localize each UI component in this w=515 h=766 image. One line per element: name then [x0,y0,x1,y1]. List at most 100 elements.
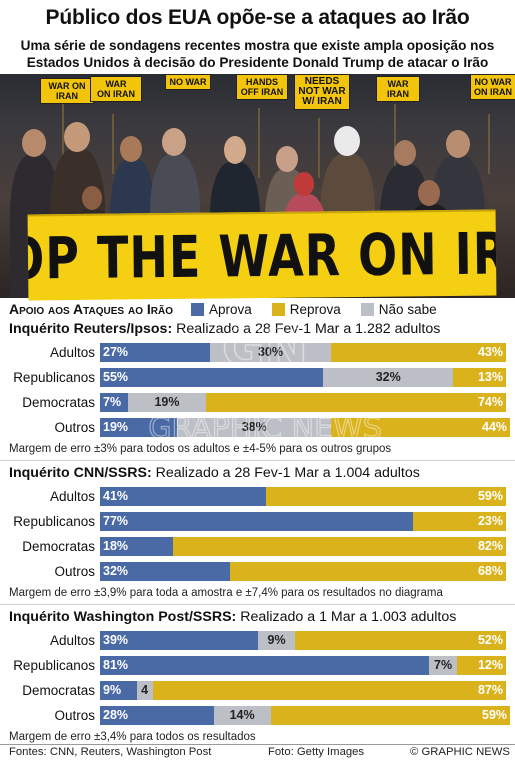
data-label: 9% [267,633,286,647]
data-label: 74% [477,395,503,409]
category-label: Democratas [22,683,95,698]
category-label: Outros [54,564,95,579]
bar-segment-approve: 77% [100,512,413,531]
bar-segment-approve: 81% [100,656,429,675]
legend-item-disapprove: Reprova [264,302,341,317]
bar-segment-dont-know: 32% [323,368,454,387]
bar-row: 9% 4 87% [100,681,506,700]
survey-title-washington-post: Inquérito Washington Post/SSRS: Realizad… [9,609,456,625]
survey-title-reuters: Inquérito Reuters/Ipsos: Realizado a 28 … [9,321,440,337]
legend-label-disapprove: Reprova [289,301,341,317]
bar-segment-dont-know: 7% [428,656,458,675]
divider [0,460,515,461]
legend-title: Apoio aos Ataques ao Irão [9,301,173,317]
bar-segment-approve: 19% [100,418,178,437]
bar-segment-disapprove: 59% [266,487,506,506]
protest-sign: NO WAR [165,74,211,90]
legend-item-dont-know: Não sabe [353,302,437,317]
bar-segment-disapprove: 74% [205,393,506,412]
bar-row: 39% 9% 52% [100,631,506,650]
bar-segment-approve: 32% [100,562,230,581]
bar-segment-disapprove: 52% [294,631,506,650]
protest-banner: STOP THE WAR ON IRAN [27,209,497,301]
category-label: Outros [54,420,95,435]
survey-details: Realizado a 28 Fev-1 Mar a 1.004 adultos [155,465,420,481]
note-reuters: Margem de erro ±3% para todos os adultos… [9,443,392,455]
footer-sources: Fontes: CNN, Reuters, Washington Post [9,746,212,758]
protest-sign: WAR IRAN [376,76,420,102]
bar-row: 28% 14% 59% [100,706,511,725]
legend-label-approve: Aprova [208,301,252,317]
survey-name: Inquérito Washington Post/SSRS: [9,609,237,625]
data-label: 27% [103,345,129,359]
data-label: 7% [434,658,453,672]
divider [0,604,515,605]
data-label: 19% [103,420,129,434]
data-label: 68% [477,564,503,578]
bar-segment-approve: 9% [100,681,137,700]
category-label: Outros [54,708,95,723]
data-label: 19% [154,395,180,409]
data-label: 52% [477,633,503,647]
footer-copyright: © GRAPHIC NEWS [410,746,510,758]
legend-swatch-disapprove [271,302,285,316]
survey-details: Realizado a 28 Fev-1 Mar a 1.282 adultos [176,321,441,337]
category-label: Adultos [49,633,95,648]
bar-segment-disapprove: 87% [152,681,506,700]
bar-segment-dont-know: 38% [177,418,332,437]
data-label: 38% [241,420,267,434]
data-label: 13% [477,370,503,384]
data-label: 59% [477,489,503,503]
data-label: 7% [103,395,122,409]
survey-name: Inquérito CNN/SSRS: [9,465,152,481]
bar-segment-dont-know: 4 [136,681,153,700]
data-label: 39% [103,633,129,647]
bar-segment-dont-know: 9% [258,631,295,650]
data-label: 59% [482,708,508,722]
bar-segment-approve: 7% [100,393,129,412]
bar-row: 77% 23% [100,512,506,531]
protest-sign: WAR ON IRAN [90,76,142,102]
data-label: 14% [229,708,255,722]
data-label: 43% [477,345,503,359]
bar-row: 27% 30% 43% [100,343,506,362]
bar-segment-dont-know: 14% [213,706,271,725]
category-label: Adultos [49,489,95,504]
data-label: 77% [103,514,129,528]
category-label: Republicanos [13,370,95,385]
protest-sign: WAR ON IRAN [40,78,94,104]
footer-divider [0,744,515,745]
bar-segment-disapprove: 43% [331,343,506,362]
bar-row: 32% 68% [100,562,506,581]
chart-subtitle: Uma série de sondagens recentes mostra q… [0,37,515,71]
category-label: Republicanos [13,658,95,673]
bar-segment-approve: 55% [100,368,324,387]
note-cnn: Margem de erro ±3,9% para toda a amostra… [9,587,443,599]
subtitle-line-1: Uma série de sondagens recentes mostra q… [20,38,495,53]
bar-row: 41% 59% [100,487,506,506]
data-label: 23% [477,514,503,528]
bar-segment-approve: 27% [100,343,210,362]
bar-row: 7% 19% 74% [100,393,506,412]
data-label: 87% [477,683,503,697]
data-label: 4 [141,683,149,697]
bar-row: 55% 32% 13% [100,368,506,387]
bar-segment-disapprove: 82% [173,537,506,556]
survey-title-cnn: Inquérito CNN/SSRS: Realizado a 28 Fev-1… [9,465,420,481]
category-label: Democratas [22,539,95,554]
legend-swatch-dont-know [360,302,374,316]
survey-name: Inquérito Reuters/Ipsos: [9,321,173,337]
note-washington-post: Margem de erro ±3,4% para todos os resul… [9,731,256,743]
bar-segment-approve: 18% [100,537,174,556]
bar-segment-approve: 28% [100,706,214,725]
data-label: 41% [103,489,129,503]
subtitle-line-2: Estados Unidos à decisão do Presidente D… [26,55,489,70]
protest-sign: HANDS OFF IRAN [236,74,288,100]
protest-sign: NO WAR ON IRAN [470,74,515,100]
bar-segment-dont-know: 19% [128,393,206,412]
bar-segment-disapprove: 12% [457,656,506,675]
category-label: Adultos [49,345,95,360]
bar-segment-disapprove: 68% [229,562,506,581]
bar-segment-disapprove: 23% [412,512,506,531]
data-label: 9% [103,683,122,697]
